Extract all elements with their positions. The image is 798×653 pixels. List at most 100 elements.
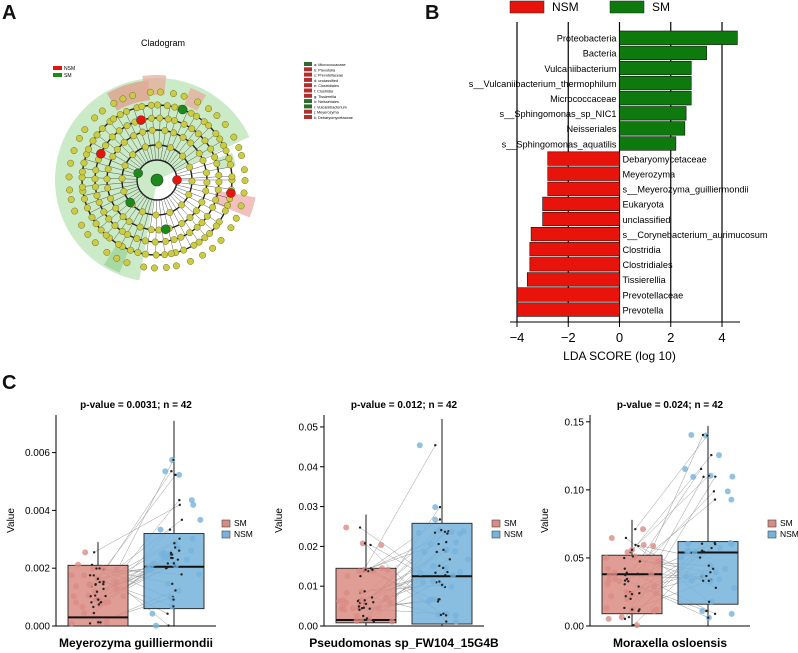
cladogram-node: [187, 139, 195, 147]
boxplot-box-nsm: [143, 533, 205, 610]
lda-bars: [516, 30, 738, 317]
boxplot-point-nsm: [190, 501, 197, 508]
cladogram-nsm-sector: [107, 80, 151, 111]
cladogram-biomarker-node: [226, 188, 236, 198]
cladogram-node: [171, 117, 179, 124]
boxplot-paired-dot: [700, 550, 703, 553]
boxplot-point-sm: [349, 605, 356, 612]
boxplot-paired-dot: [433, 531, 437, 534]
boxplot-paired-dot: [176, 558, 180, 561]
boxplot-point-nsm: [152, 622, 159, 629]
cladogram-node: [240, 166, 248, 174]
boxplot-paired-dot: [172, 605, 175, 608]
cladogram-key-swatch: [304, 77, 312, 82]
lda-bar-label: Tissierellia: [623, 275, 667, 285]
cladogram-node: [180, 120, 188, 128]
boxplot-point-nsm: [688, 577, 695, 584]
boxplot-point-sm: [650, 543, 657, 550]
cladogram-node: [164, 115, 172, 123]
boxplot-point-sm: [366, 615, 373, 622]
cladogram-node: [136, 223, 144, 231]
lda-bar: [619, 106, 687, 121]
boxplot-paired-dot: [364, 602, 368, 606]
lda-bar: [547, 151, 620, 166]
cladogram-node: [170, 129, 178, 137]
boxplot-point-sm: [616, 578, 623, 585]
boxplot-legend-label: NSM: [780, 529, 798, 539]
boxplot-point-nsm: [435, 611, 442, 618]
boxplot-paired-dot: [178, 503, 181, 507]
boxplot-paired-dot: [92, 574, 95, 577]
boxplot-paired-dot: [88, 574, 92, 577]
boxplot-paired-dot: [356, 599, 360, 603]
boxplot-paired-dot: [90, 601, 93, 604]
cladogram-node: [115, 127, 123, 135]
lda-bar: [619, 30, 738, 45]
lda-bar-label: Debaryomycetaceae: [623, 154, 707, 164]
boxplot-point-sm: [341, 606, 348, 613]
cladogram-node: [213, 112, 221, 120]
cladogram-node: [170, 90, 177, 98]
boxplot-point-nsm: [183, 556, 190, 563]
boxplot-point-sm: [651, 583, 658, 590]
cladogram-biomarker-node: [125, 197, 135, 208]
boxplot-paired-dot: [92, 551, 96, 554]
boxplot-paired-dot: [95, 567, 98, 570]
boxplot-point-sm: [653, 590, 660, 597]
boxplot-point-nsm: [707, 577, 714, 584]
boxplot-paired-dot: [702, 475, 705, 479]
cladogram-node: [123, 122, 131, 130]
lda-bar-label: s__Corynebacterium_aurimucosum: [623, 230, 768, 240]
boxplot-point-nsm: [157, 526, 164, 533]
cladogram-branch: [176, 175, 232, 180]
cladogram-node: [80, 195, 88, 203]
boxplot-paired-dot: [363, 590, 366, 593]
cladogram-node: [98, 125, 106, 133]
boxplot-point-nsm: [453, 539, 460, 546]
cladogram-node: [211, 153, 219, 161]
cladogram-node: [201, 234, 209, 242]
cladogram-branch: [175, 186, 228, 208]
boxplot-paired-dot: [174, 589, 177, 592]
cladogram-node: [185, 191, 193, 199]
boxplot-paired-dot: [169, 551, 173, 555]
cladogram-node: [216, 135, 224, 143]
boxplot-paired-dot: [624, 595, 627, 598]
cladogram-node: [125, 218, 133, 225]
boxplot-paired-dot: [180, 518, 184, 522]
cladogram-node: [91, 239, 99, 247]
cladogram-node: [108, 133, 116, 141]
lda-legend-swatch: [609, 0, 645, 14]
boxplot-y-tick-label: 0.004: [25, 506, 50, 517]
boxplot-point-sm: [608, 534, 615, 541]
cladogram-key-swatch: [304, 115, 312, 119]
boxplot-paired-dot: [636, 572, 639, 575]
lda-bar-label: s__Sphingomonas_sp_NIC1: [500, 109, 617, 119]
cladogram-node: [92, 166, 100, 174]
boxplot-paired-dot: [446, 532, 449, 535]
lda-bar: [619, 136, 677, 151]
boxplot-point-sm: [80, 572, 87, 579]
cladogram-key-label: e: Clostridiales: [314, 84, 339, 88]
cladogram-node: [215, 178, 223, 186]
boxplot-paired-dot: [706, 434, 709, 437]
cladogram-branch: [171, 193, 213, 231]
boxplot-moraxella: p-value = 0.024; n = 42 0.00 0.05 0.10 0.15 V…: [540, 400, 798, 650]
boxplot-point-nsm: [442, 564, 449, 571]
boxplot-paired-dot: [362, 614, 365, 618]
boxplot-point-nsm: [448, 584, 455, 591]
lda-bar: [529, 242, 620, 257]
boxplot-paired-dot: [625, 577, 629, 581]
cladogram-node: [105, 215, 113, 223]
boxplot-point-nsm: [188, 547, 195, 554]
boxplot-point-nsm: [443, 546, 450, 553]
cladogram-key-label: j: Meyerozyma: [313, 111, 340, 115]
cladogram-node: [203, 169, 210, 177]
cladogram-node: [180, 92, 188, 100]
cladogram-node: [92, 220, 100, 228]
boxplot-point-sm: [113, 566, 120, 573]
cladogram-node: [221, 207, 229, 215]
cladogram-node: [187, 257, 194, 265]
lda-bar-label: Micrococcaceae: [550, 94, 616, 104]
cladogram-node: [232, 214, 240, 222]
